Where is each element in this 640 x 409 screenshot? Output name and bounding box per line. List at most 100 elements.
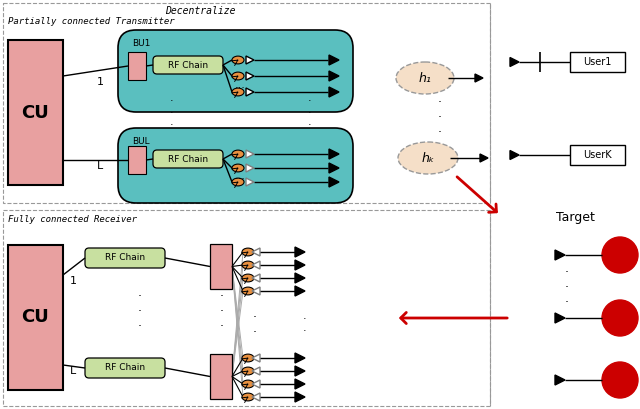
Polygon shape: [295, 392, 305, 402]
Polygon shape: [555, 250, 565, 260]
Text: ·
·
·: · · ·: [138, 290, 142, 333]
Ellipse shape: [232, 56, 244, 64]
Polygon shape: [295, 379, 305, 389]
Polygon shape: [246, 164, 254, 172]
Polygon shape: [295, 366, 305, 376]
Text: ·
·
·: · · ·: [438, 97, 442, 139]
Polygon shape: [329, 177, 339, 187]
Text: User1: User1: [583, 57, 611, 67]
Polygon shape: [480, 154, 488, 162]
Ellipse shape: [242, 261, 254, 269]
Polygon shape: [246, 150, 254, 158]
Text: UserK: UserK: [582, 150, 611, 160]
Bar: [210, 244, 232, 289]
Polygon shape: [252, 248, 260, 256]
Bar: [3, 3, 490, 203]
Polygon shape: [555, 375, 565, 385]
Polygon shape: [252, 261, 260, 269]
Text: BUL: BUL: [132, 137, 150, 146]
Polygon shape: [295, 260, 305, 270]
Text: ·
·
·: · · ·: [308, 97, 312, 130]
Text: ·
·: · ·: [303, 314, 307, 336]
Text: RF Chain: RF Chain: [105, 364, 145, 373]
Text: ·
·: · ·: [253, 311, 257, 339]
Bar: [8, 245, 63, 390]
Polygon shape: [246, 72, 254, 80]
Polygon shape: [329, 87, 339, 97]
FancyBboxPatch shape: [118, 128, 353, 203]
Polygon shape: [246, 88, 254, 96]
Polygon shape: [295, 247, 305, 257]
Text: ·
·
·: · · ·: [220, 290, 224, 333]
Text: RF Chain: RF Chain: [168, 155, 208, 164]
Text: ·
·
·: · · ·: [170, 97, 174, 130]
Text: L: L: [70, 366, 76, 376]
Text: hₖ: hₖ: [421, 151, 435, 164]
Polygon shape: [295, 273, 305, 283]
Text: RF Chain: RF Chain: [168, 61, 208, 70]
Polygon shape: [246, 56, 254, 64]
FancyBboxPatch shape: [153, 56, 223, 74]
Text: Fully connected Receiver: Fully connected Receiver: [8, 216, 137, 225]
Polygon shape: [246, 178, 254, 186]
Ellipse shape: [232, 178, 244, 186]
Text: BU1: BU1: [132, 39, 150, 48]
Bar: [8, 40, 63, 185]
Polygon shape: [510, 58, 519, 67]
Bar: [210, 354, 232, 399]
Circle shape: [602, 237, 638, 273]
Polygon shape: [252, 380, 260, 388]
Ellipse shape: [232, 88, 244, 96]
Ellipse shape: [242, 274, 254, 282]
Text: Decentralize: Decentralize: [164, 6, 236, 16]
FancyBboxPatch shape: [85, 358, 165, 378]
Polygon shape: [252, 393, 260, 401]
Text: CU: CU: [22, 308, 49, 326]
Circle shape: [602, 362, 638, 398]
Polygon shape: [252, 274, 260, 282]
Ellipse shape: [232, 164, 244, 172]
Text: 1: 1: [70, 276, 77, 286]
FancyBboxPatch shape: [153, 150, 223, 168]
Bar: [3, 210, 490, 406]
Ellipse shape: [232, 150, 244, 158]
Polygon shape: [252, 367, 260, 375]
Text: L: L: [97, 161, 103, 171]
Circle shape: [602, 300, 638, 336]
Polygon shape: [252, 287, 260, 295]
Bar: [570, 52, 625, 72]
Polygon shape: [475, 74, 483, 82]
Polygon shape: [295, 353, 305, 363]
Polygon shape: [252, 354, 260, 362]
Text: Partially connected Transmitter: Partially connected Transmitter: [8, 18, 175, 27]
Polygon shape: [555, 313, 565, 323]
Text: h₁: h₁: [419, 72, 431, 85]
Polygon shape: [295, 286, 305, 296]
Text: RF Chain: RF Chain: [105, 254, 145, 263]
Polygon shape: [329, 149, 339, 159]
Bar: [128, 146, 146, 174]
Text: CU: CU: [22, 103, 49, 121]
FancyBboxPatch shape: [85, 248, 165, 268]
Ellipse shape: [242, 248, 254, 256]
Ellipse shape: [398, 142, 458, 174]
Polygon shape: [329, 163, 339, 173]
Ellipse shape: [242, 354, 254, 362]
Text: ...: ...: [235, 80, 245, 90]
Polygon shape: [329, 71, 339, 81]
Text: ...: ...: [235, 171, 245, 181]
Text: ·
·
·: · · ·: [565, 267, 569, 310]
Ellipse shape: [232, 72, 244, 80]
Ellipse shape: [242, 393, 254, 401]
Bar: [128, 52, 146, 80]
Polygon shape: [510, 151, 519, 160]
Polygon shape: [329, 55, 339, 65]
Bar: [570, 145, 625, 165]
Ellipse shape: [242, 380, 254, 388]
Ellipse shape: [396, 62, 454, 94]
Text: Target: Target: [556, 211, 595, 225]
Ellipse shape: [242, 287, 254, 295]
Text: 1: 1: [97, 77, 104, 87]
FancyBboxPatch shape: [118, 30, 353, 112]
Ellipse shape: [242, 367, 254, 375]
